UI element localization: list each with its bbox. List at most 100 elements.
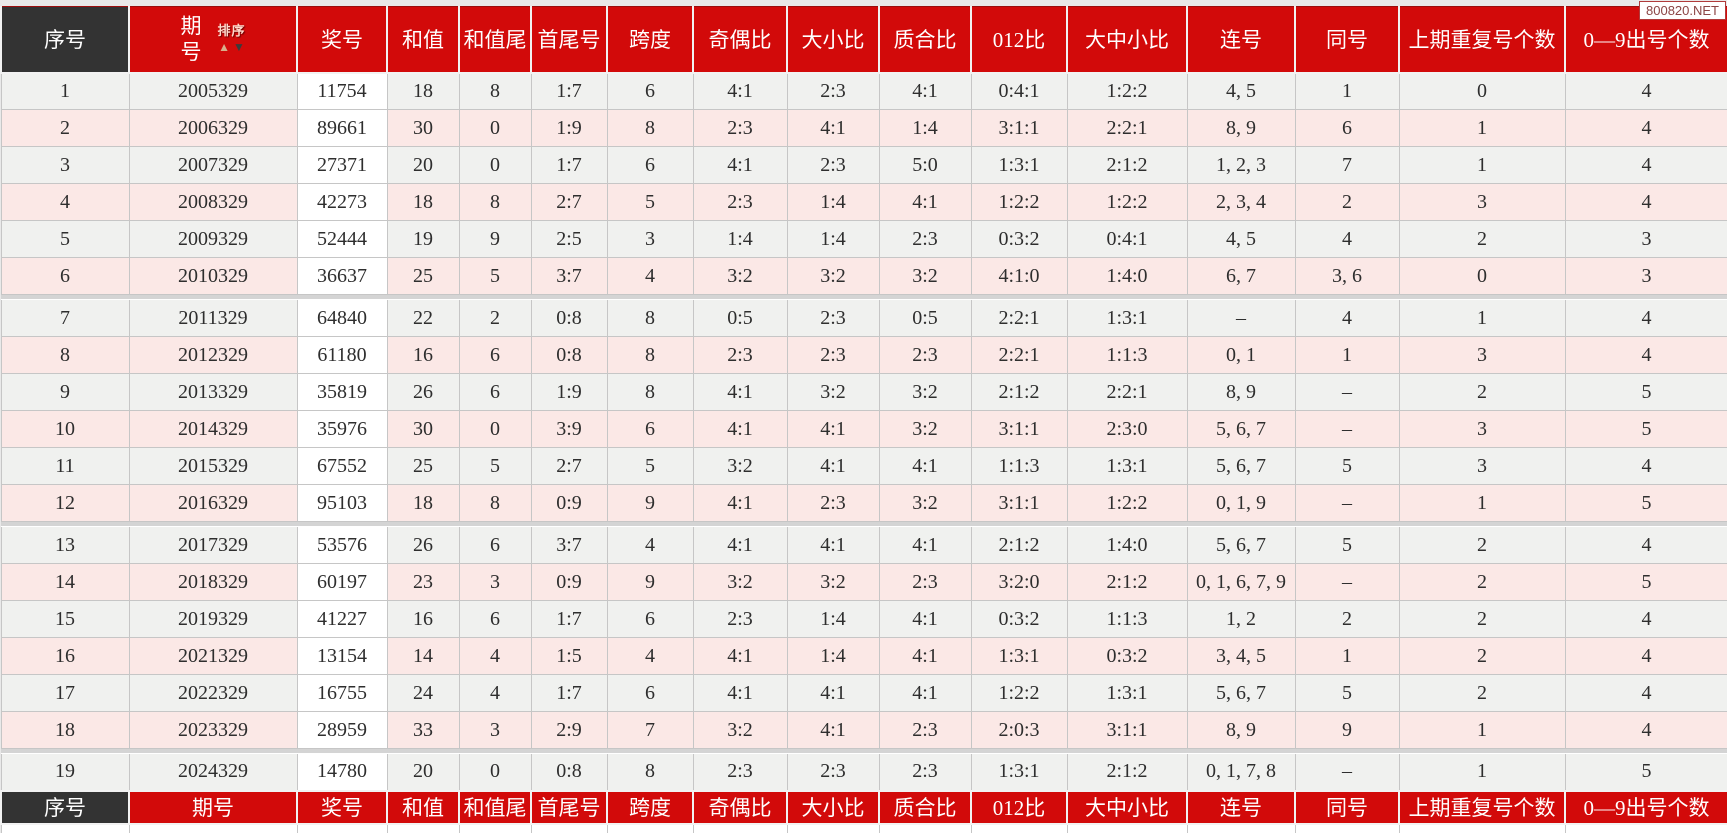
cell-sum-tail: 0 — [458, 753, 532, 791]
cell-serial: 8 — [0, 336, 130, 374]
cell-big-small-ratio: 1:4 — [786, 183, 880, 221]
cell-prize-number: 35976 — [296, 410, 388, 448]
cell-big-mid-small-ratio: 2:1:2 — [1066, 563, 1188, 601]
cell-consecutive: 8, 9 — [1186, 373, 1296, 411]
cell-sum: 33 — [386, 711, 460, 749]
cell-digit-appear-count: 4 — [1564, 146, 1727, 184]
sort-ascending-icon[interactable]: ▲ — [218, 40, 230, 55]
issue-header-label: 期号 — [180, 14, 202, 65]
cell-big-mid-small-ratio: 2:1:2 — [1066, 753, 1188, 791]
cell-big-small-ratio: 4:1 — [786, 447, 880, 485]
cell-sum: 18 — [386, 484, 460, 522]
cell-digit-appear-count: 4 — [1564, 109, 1727, 147]
cell-issue: 2009329 — [128, 220, 298, 258]
cell-serial: 4 — [0, 183, 130, 221]
cell-same-number: 2 — [1294, 183, 1400, 221]
footer-row: 序号 期号 奖号 和值 和值尾 首尾号 跨度 奇偶比 大小比 质合比 012比 大中小比 连号 同号 上期重… — [0, 789, 1727, 825]
cell-prize-number: 13154 — [296, 637, 388, 675]
cell-consecutive: 8, 9 — [1186, 109, 1296, 147]
table-row-14: 14 2018329 60197 23 3 0:9 9 3:2 3:2 2:3 3:2:0 2:1:2… — [0, 563, 1727, 601]
sort-descending-icon[interactable]: ▼ — [232, 40, 245, 55]
cell-prize-number: 28959 — [296, 711, 388, 749]
cell-span: 6 — [606, 72, 694, 110]
header-cell-odd-even-ratio: 奇偶比 — [692, 6, 788, 74]
cell-first-last: 1:7 — [530, 600, 608, 638]
header-cell-zero-one-two-ratio: 012比 — [970, 6, 1068, 74]
cell-first-last: 1:7 — [530, 674, 608, 712]
cell-sum: 20 — [386, 753, 460, 791]
cell-prev-repeat-count: 1 — [1398, 753, 1566, 791]
cell-serial: 6 — [0, 257, 130, 295]
issue-header-group: 期号排序 ▲ ▼ — [131, 13, 295, 65]
cell-issue: 2024329 — [128, 753, 298, 791]
cell-odd-even-ratio: 2:3 — [692, 600, 788, 638]
cell-sum-tail: 3 — [458, 563, 532, 601]
cell-digit-appear-count: 4 — [1564, 637, 1727, 675]
cell-zero-one-two-ratio: 3:2:0 — [970, 563, 1068, 601]
cell-digit-appear-count: 5 — [1564, 484, 1727, 522]
cell-digit-appear-count: 3 — [1564, 220, 1727, 258]
partial-cell-span — [606, 823, 694, 833]
header-cell-same-number: 同号 — [1294, 6, 1400, 74]
cell-big-mid-small-ratio: 1:2:2 — [1066, 183, 1188, 221]
cell-big-mid-small-ratio: 1:2:2 — [1066, 484, 1188, 522]
cell-span: 7 — [606, 711, 694, 749]
cell-big-small-ratio: 3:2 — [786, 257, 880, 295]
cell-big-small-ratio: 2:3 — [786, 299, 880, 337]
cell-sum-tail: 8 — [458, 183, 532, 221]
table-row-15: 15 2019329 41227 16 6 1:7 6 2:3 1:4 4:1 0:3:2 1:1:3… — [0, 600, 1727, 638]
cell-odd-even-ratio: 4:1 — [692, 484, 788, 522]
cell-prize-number: 42273 — [296, 183, 388, 221]
cell-same-number: – — [1294, 373, 1400, 411]
cell-odd-even-ratio: 4:1 — [692, 526, 788, 564]
cell-issue: 2012329 — [128, 336, 298, 374]
cell-big-mid-small-ratio: 0:3:2 — [1066, 637, 1188, 675]
sort-control[interactable]: 排序 ▲ ▼ — [217, 23, 246, 55]
cell-prev-repeat-count: 1 — [1398, 484, 1566, 522]
header-cell-prev-repeat-count: 上期重复号个数 — [1398, 6, 1566, 74]
cell-first-last: 2:7 — [530, 447, 608, 485]
cell-sum: 30 — [386, 109, 460, 147]
cell-odd-even-ratio: 3:2 — [692, 711, 788, 749]
partial-cell-sum-tail — [458, 823, 532, 833]
cell-issue: 2008329 — [128, 183, 298, 221]
cell-digit-appear-count: 5 — [1564, 753, 1727, 791]
cell-span: 4 — [606, 257, 694, 295]
cell-prize-number: 36637 — [296, 257, 388, 295]
table-row-18: 18 2023329 28959 33 3 2:9 7 3:2 4:1 2:3 2:0:3 3:1:1… — [0, 711, 1727, 749]
cell-span: 8 — [606, 753, 694, 791]
cell-prime-composite-ratio: 3:2 — [878, 484, 972, 522]
cell-prime-composite-ratio: 2:3 — [878, 711, 972, 749]
footer-cell-sum: 和值 — [386, 789, 460, 825]
table-row-19: 19 2024329 14780 20 0 0:8 8 2:3 2:3 2:3 1:3:1 2:1:2… — [0, 753, 1727, 791]
cell-span: 5 — [606, 447, 694, 485]
cell-first-last: 0:9 — [530, 484, 608, 522]
header-cell-prize-number: 奖号 — [296, 6, 388, 74]
cell-prev-repeat-count: 3 — [1398, 447, 1566, 485]
cell-big-mid-small-ratio: 1:1:3 — [1066, 600, 1188, 638]
table-row-11: 11 2015329 67552 25 5 2:7 5 3:2 4:1 4:1 1:1:3 1:3:1… — [0, 447, 1727, 485]
header-cell-first-last: 首尾号 — [530, 6, 608, 74]
cell-first-last: 2:7 — [530, 183, 608, 221]
cell-digit-appear-count: 3 — [1564, 257, 1727, 295]
table-row-12: 12 2016329 95103 18 8 0:9 9 4:1 2:3 3:2 3:1:1 1:2:2… — [0, 484, 1727, 522]
table-body: 1 2005329 11754 18 8 1:7 6 4:1 2:3 4:1 0:4:1 1:2:2 4… — [0, 72, 1727, 791]
cell-big-small-ratio: 2:3 — [786, 484, 880, 522]
cell-consecutive: 5, 6, 7 — [1186, 410, 1296, 448]
cell-sum: 30 — [386, 410, 460, 448]
cell-prev-repeat-count: 2 — [1398, 600, 1566, 638]
cell-big-mid-small-ratio: 0:4:1 — [1066, 220, 1188, 258]
cell-zero-one-two-ratio: 4:1:0 — [970, 257, 1068, 295]
cell-issue: 2018329 — [128, 563, 298, 601]
partial-cell-zero-one-two-ratio — [970, 823, 1068, 833]
table-row-7: 7 2011329 64840 22 2 0:8 8 0:5 2:3 0:5 2:2:1 1:3:1–… — [0, 299, 1727, 337]
cell-consecutive: 0, 1 — [1186, 336, 1296, 374]
header-cell-span: 跨度 — [606, 6, 694, 74]
cell-big-mid-small-ratio: 1:3:1 — [1066, 674, 1188, 712]
cell-prize-number: 53576 — [296, 526, 388, 564]
cell-zero-one-two-ratio: 1:2:2 — [970, 183, 1068, 221]
cell-sum: 26 — [386, 373, 460, 411]
cell-prime-composite-ratio: 4:1 — [878, 600, 972, 638]
sort-label: 排序 — [217, 23, 246, 39]
cell-big-small-ratio: 1:4 — [786, 637, 880, 675]
